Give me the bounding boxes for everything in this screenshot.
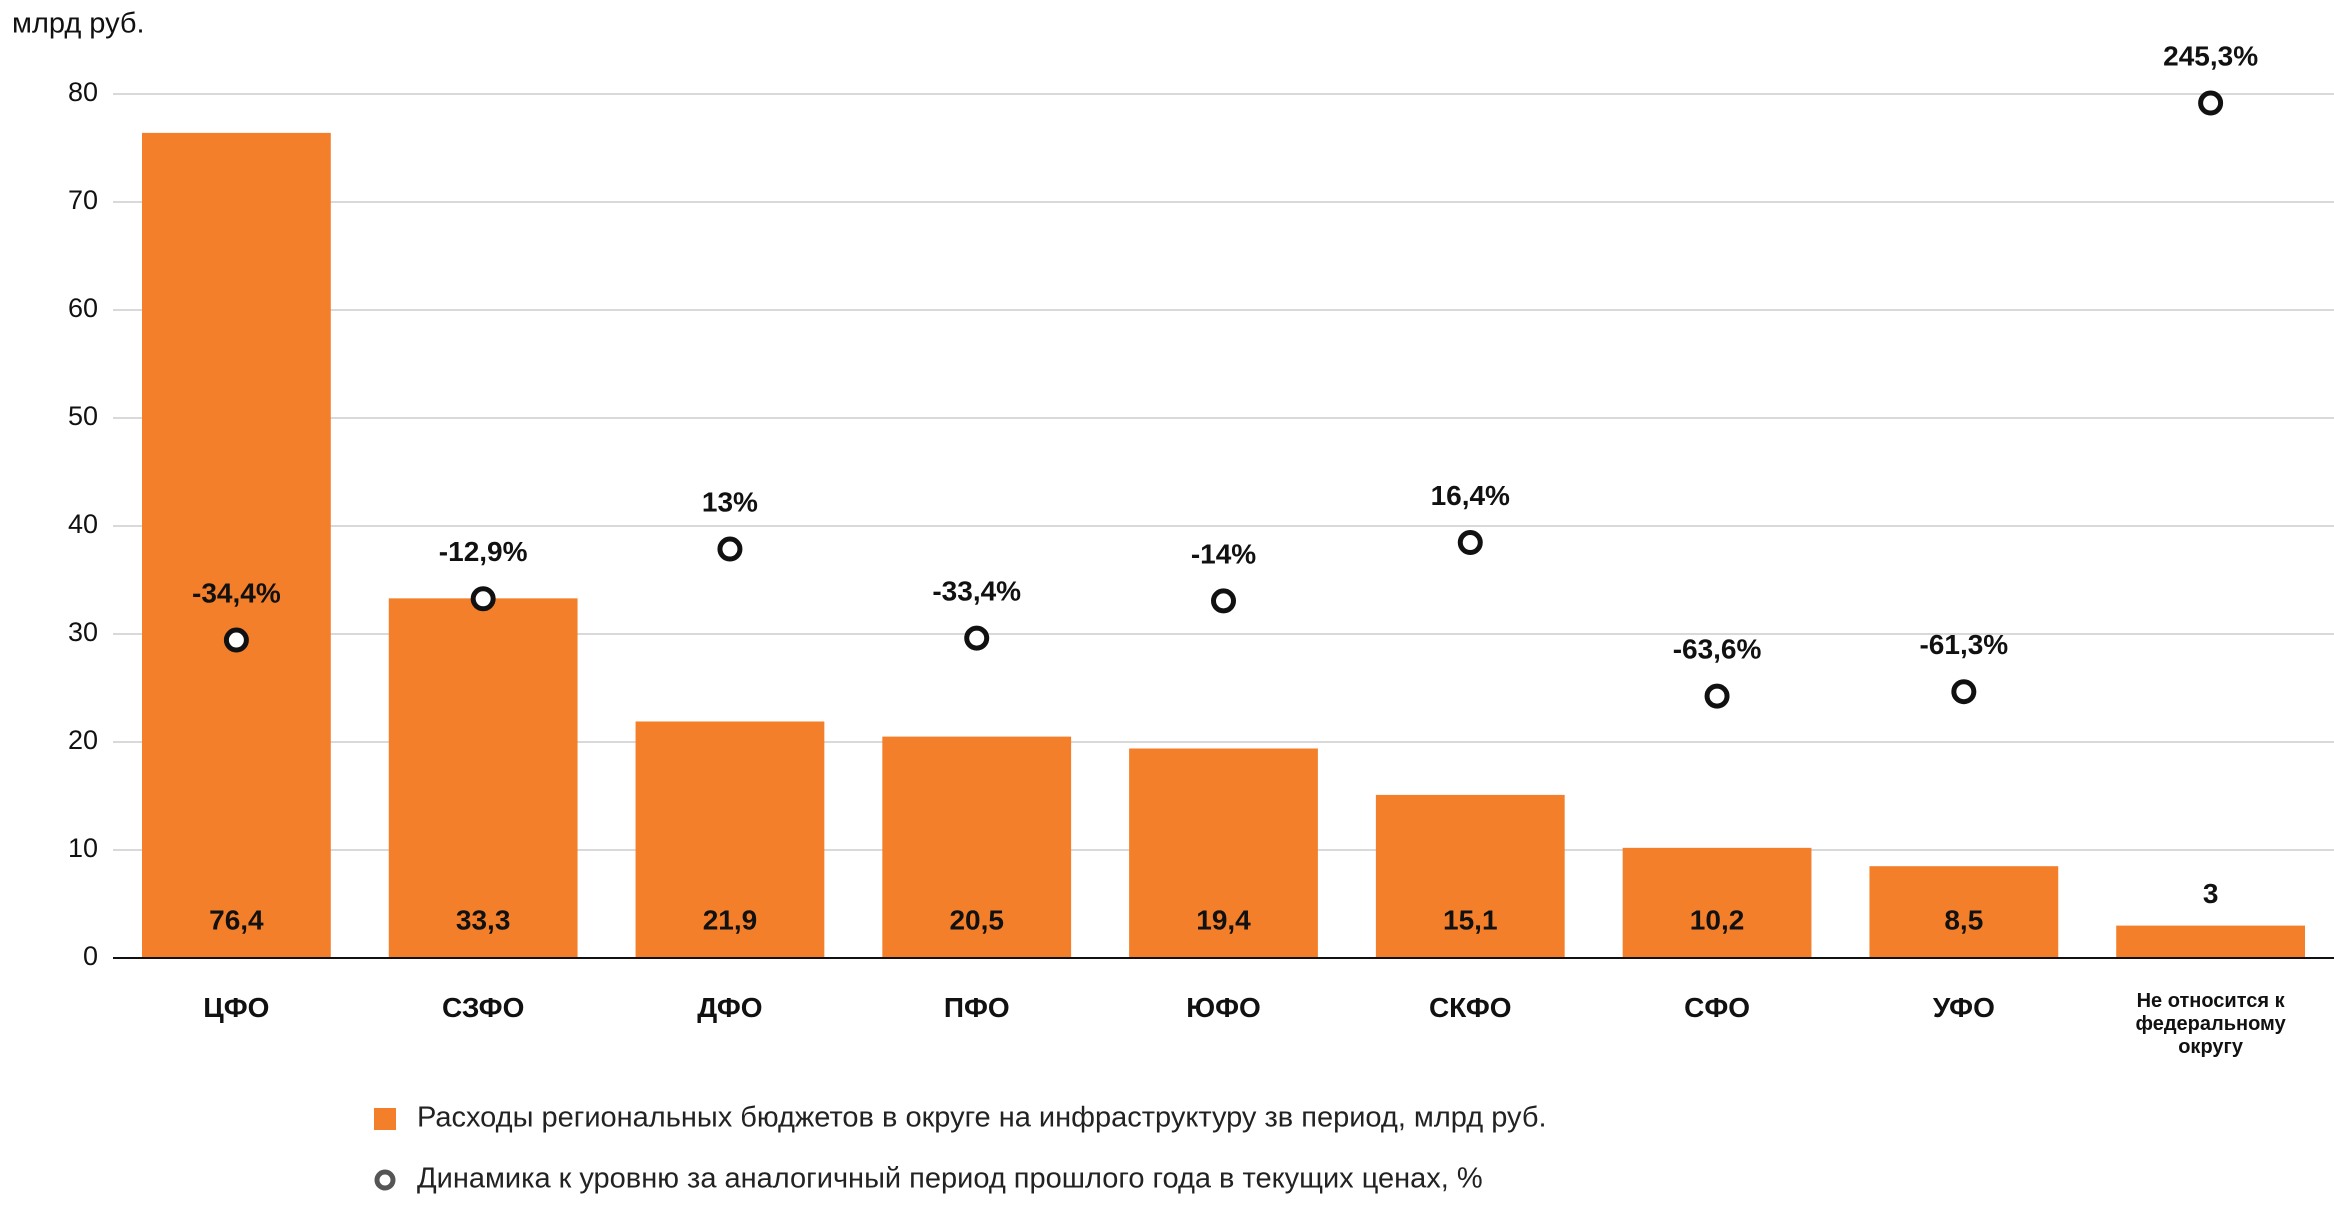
bar-value-label: 3	[2203, 878, 2219, 909]
bar	[882, 736, 1072, 958]
bar	[1869, 866, 2059, 958]
bar-value-label: 10,2	[1690, 904, 1745, 935]
y-tick-label: 50	[68, 401, 98, 431]
marker-value-label: 245,3%	[2163, 40, 2258, 71]
x-tick-label: Не относится к федеральному округу	[2135, 990, 2286, 1058]
legend-label: Динамика к уровню за аналогичный период …	[417, 1163, 1483, 1195]
legend-label: Расходы региональных бюджетов в округе н…	[417, 1102, 1547, 1134]
marker-value-label: -34,4%	[192, 577, 281, 608]
marker	[1704, 683, 1730, 709]
x-tick-label: СЗФО	[441, 992, 525, 1023]
x-tick-label: ЮФО	[1186, 992, 1261, 1023]
y-tick-label: 10	[68, 833, 98, 863]
legend-swatch	[374, 1169, 396, 1191]
bar-value-label: 19,4	[1196, 904, 1251, 935]
marker	[717, 536, 743, 562]
marker-value-label: -12,9%	[439, 536, 528, 567]
bar-value-label: 20,5	[949, 904, 1004, 935]
marker-value-label: 16,4%	[1431, 480, 1510, 511]
bar	[635, 721, 825, 958]
bar	[1622, 847, 1812, 958]
marker	[1457, 530, 1483, 556]
marker	[1211, 588, 1236, 614]
y-tick-label: 20	[68, 725, 98, 755]
x-tick-label: ДФО	[697, 992, 763, 1023]
marker	[964, 625, 990, 651]
marker	[223, 627, 249, 653]
bar-value-label: 76,4	[209, 904, 264, 935]
marker	[470, 586, 496, 612]
x-tick-label: УФО	[1932, 992, 1995, 1023]
bar-value-label: 33,3	[456, 904, 511, 935]
y-tick-label: 70	[68, 185, 98, 215]
y-axis-label: млрд руб.	[12, 8, 145, 40]
bar	[1375, 794, 1565, 958]
y-tick-label: 30	[68, 617, 98, 647]
bar-value-label: 15,1	[1443, 904, 1498, 935]
y-tick-label: 0	[83, 941, 98, 971]
bar	[388, 598, 578, 958]
marker	[1951, 679, 1977, 705]
marker-value-label: -33,4%	[932, 576, 1021, 607]
marker-value-label: -63,6%	[1673, 634, 1762, 665]
bar	[2116, 925, 2306, 958]
x-tick-label: ЦФО	[203, 992, 270, 1023]
x-tick-label: СКФО	[1428, 992, 1512, 1023]
marker-value-label: -61,3%	[1919, 629, 2008, 660]
marker-value-label: 13%	[702, 486, 758, 517]
bar	[1129, 748, 1318, 958]
x-tick-label: ПФО	[943, 992, 1010, 1023]
x-tick-label: СФО	[1684, 992, 1750, 1023]
marker-value-label: -14%	[1191, 538, 1256, 569]
legend-swatch	[374, 1108, 396, 1130]
y-tick-label: 60	[68, 293, 98, 323]
bar	[141, 132, 331, 958]
y-tick-label: 40	[68, 509, 98, 539]
y-tick-label: 80	[68, 77, 98, 107]
bar-value-label: 21,9	[703, 904, 758, 935]
marker	[2198, 90, 2224, 116]
bar-value-label: 8,5	[1944, 904, 1983, 935]
